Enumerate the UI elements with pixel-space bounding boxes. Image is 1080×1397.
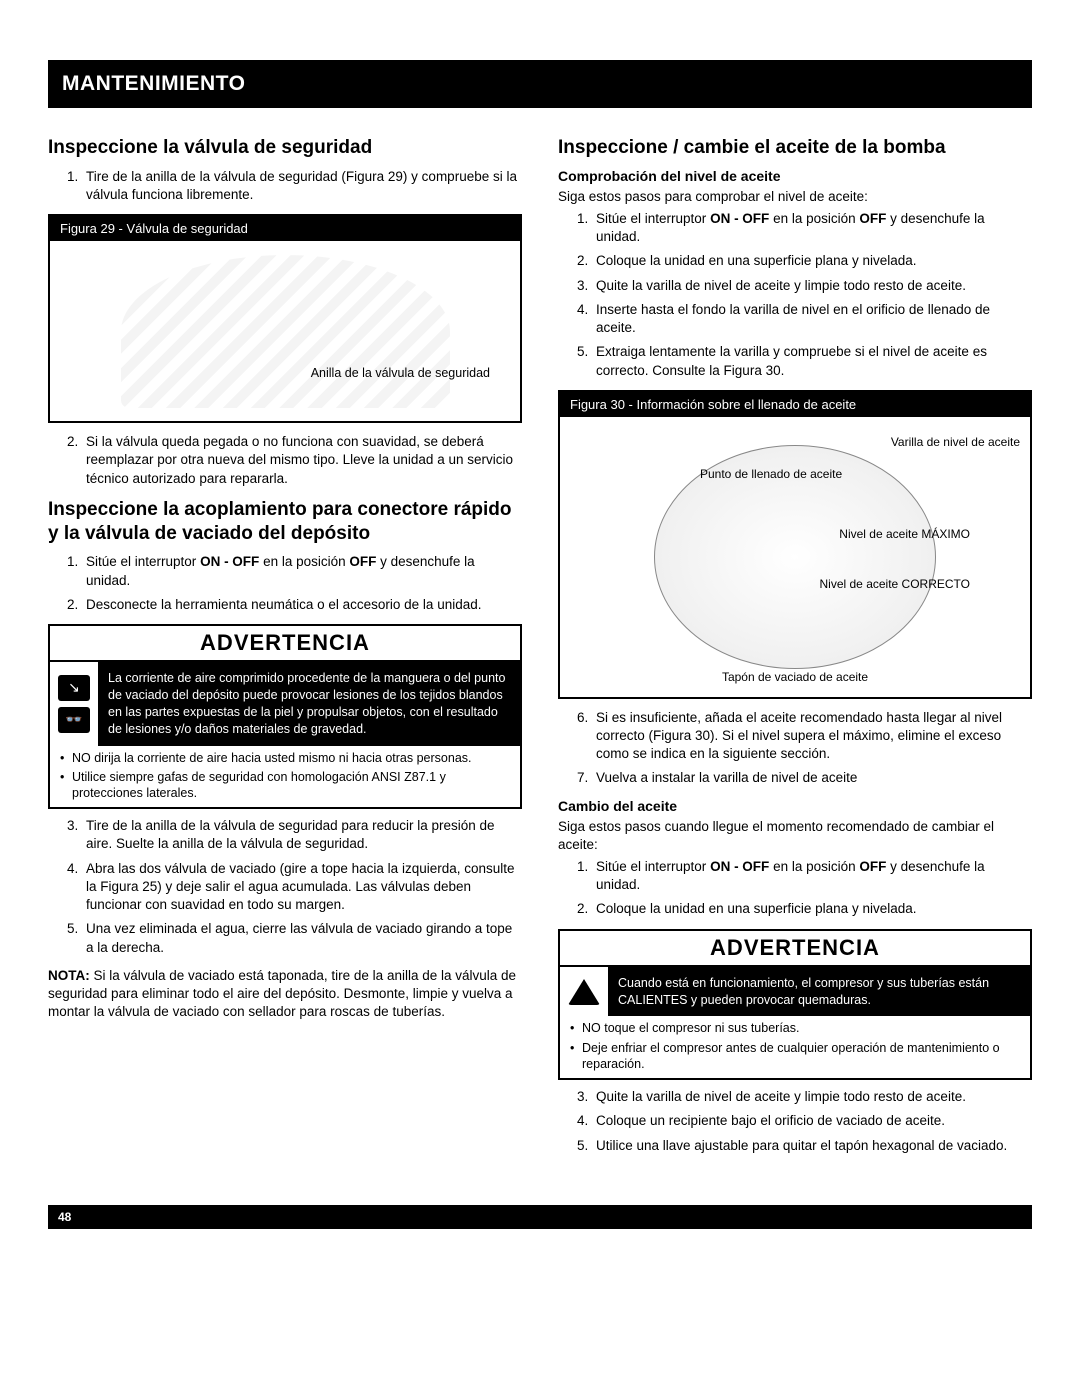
list-item: Inserte hasta el fondo la varilla de niv…	[592, 301, 1032, 337]
list-item: Vuelva a instalar la varilla de nivel de…	[592, 769, 1032, 787]
page-number: 48	[58, 1210, 71, 1224]
right-heading-1: Inspeccione / cambie el aceite de la bom…	[558, 136, 1032, 160]
right-list-4: Quite la varilla de nivel de aceite y li…	[558, 1088, 1032, 1155]
list-item: Sitúe el interruptor ON - OFF en la posi…	[592, 858, 1032, 894]
list-item: Tire de la anilla de la válvula de segur…	[82, 817, 522, 853]
list-item: Extraiga lentamente la varilla y comprue…	[592, 343, 1032, 379]
list-item: Sitúe el interruptor ON - OFF en la posi…	[592, 210, 1032, 246]
list-item: Quite la varilla de nivel de aceite y li…	[592, 277, 1032, 295]
warning-2-icons	[560, 967, 608, 1017]
list-item: Quite la varilla de nivel de aceite y li…	[592, 1088, 1032, 1106]
figure-30-title: Figura 30 - Información sobre el llenado…	[560, 392, 1030, 417]
warning-1-icons: ↘ 👓	[50, 662, 98, 746]
figure-29-label: Anilla de la válvula de seguridad	[311, 366, 490, 381]
left-list-1: Tire de la anilla de la válvula de segur…	[48, 168, 522, 204]
section-header: MANTENIMIENTO	[48, 60, 1032, 108]
left-heading-2: Inspeccione la acoplamiento para conecto…	[48, 498, 522, 546]
warning-2-text: Cuando está en funcionamiento, el compre…	[608, 967, 1030, 1017]
figure-29: Figura 29 - Válvula de seguridad Anilla …	[48, 214, 522, 423]
two-column-layout: Inspeccione la válvula de seguridad Tire…	[48, 136, 1032, 1165]
goggles-icon: 👓	[58, 707, 90, 733]
left-column: Inspeccione la válvula de seguridad Tire…	[48, 136, 522, 1165]
left-heading-1: Inspeccione la válvula de seguridad	[48, 136, 522, 160]
warning-1-title: ADVERTENCIA	[50, 626, 520, 662]
fig30-label-punto: Punto de llenado de aceite	[700, 467, 842, 481]
hot-surface-icon	[568, 979, 600, 1005]
fig30-label-varilla: Varilla de nivel de aceite	[891, 435, 1020, 449]
figure-29-title: Figura 29 - Válvula de seguridad	[50, 216, 520, 241]
warning-box-1: ADVERTENCIA ↘ 👓 La corriente de aire com…	[48, 624, 522, 809]
warning-1-text: La corriente de aire comprimido proceden…	[98, 662, 520, 746]
nota-paragraph: NOTA: Si la válvula de vaciado está tapo…	[48, 967, 522, 1022]
list-item: NO dirija la corriente de aire hacia ust…	[60, 750, 520, 766]
page-footer: 48	[48, 1205, 1032, 1229]
warning-box-2: ADVERTENCIA Cuando está en funcionamient…	[558, 929, 1032, 1081]
list-item: Coloque un recipiente bajo el orificio d…	[592, 1112, 1032, 1130]
list-item: Si es insuficiente, añada el aceite reco…	[592, 709, 1032, 764]
right-list-3: Sitúe el interruptor ON - OFF en la posi…	[558, 858, 1032, 919]
right-sub-1: Comprobación del nivel de aceite	[558, 168, 1032, 184]
left-list-2: Sitúe el interruptor ON - OFF en la posi…	[48, 553, 522, 614]
list-item: Una vez eliminada el agua, cierre las vá…	[82, 920, 522, 956]
figure-29-illustration	[121, 255, 450, 408]
list-item: Utilice siempre gafas de seguridad con h…	[60, 769, 520, 802]
figure-30: Figura 30 - Información sobre el llenado…	[558, 390, 1032, 699]
air-stream-icon: ↘	[58, 675, 90, 701]
intro-1: Siga estos pasos para comprobar el nivel…	[558, 188, 1032, 206]
list-item: Deje enfriar el compresor antes de cualq…	[570, 1040, 1030, 1073]
list-item: Tire de la anilla de la válvula de segur…	[82, 168, 522, 204]
list-item: Coloque la unidad en una superficie plan…	[592, 252, 1032, 270]
right-list-1: Sitúe el interruptor ON - OFF en la posi…	[558, 210, 1032, 380]
list-item: Desconecte la herramienta neumática o el…	[82, 596, 522, 614]
left-list-3: Tire de la anilla de la válvula de segur…	[48, 817, 522, 957]
list-item: Utilice una llave ajustable para quitar …	[592, 1137, 1032, 1155]
intro-2: Siga estos pasos cuando llegue el moment…	[558, 818, 1032, 854]
nota-text: Si la válvula de vaciado está taponada, …	[48, 968, 516, 1019]
list-item: NO toque el compresor ni sus tuberías.	[570, 1020, 1030, 1036]
right-sub-2: Cambio del aceite	[558, 798, 1032, 814]
list-item: Abra las dos válvula de vaciado (gire a …	[82, 860, 522, 915]
fig30-label-correcto: Nivel de aceite CORRECTO	[820, 577, 971, 591]
figure-30-body: Varilla de nivel de aceite Punto de llen…	[560, 417, 1030, 697]
list-item: Coloque la unidad en una superficie plan…	[592, 900, 1032, 918]
fig30-label-tapon: Tapón de vaciado de aceite	[722, 670, 868, 684]
list-item: Sitúe el interruptor ON - OFF en la posi…	[82, 553, 522, 589]
left-list-1b: Si la válvula queda pegada o no funciona…	[48, 433, 522, 488]
right-column: Inspeccione / cambie el aceite de la bom…	[558, 136, 1032, 1165]
list-item: Si la válvula queda pegada o no funciona…	[82, 433, 522, 488]
right-list-2: Si es insuficiente, añada el aceite reco…	[558, 709, 1032, 788]
figure-29-body: Anilla de la válvula de seguridad	[50, 241, 520, 421]
warning-2-bullets: NO toque el compresor ni sus tuberías. D…	[560, 1020, 1030, 1072]
warning-2-title: ADVERTENCIA	[560, 931, 1030, 967]
nota-label: NOTA:	[48, 968, 90, 983]
warning-1-bullets: NO dirija la corriente de aire hacia ust…	[50, 750, 520, 802]
fig30-label-max: Nivel de aceite MÁXIMO	[839, 527, 970, 541]
